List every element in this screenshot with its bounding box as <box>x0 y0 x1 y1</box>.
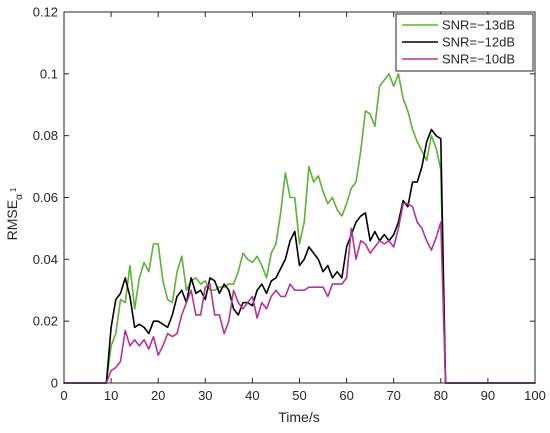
x-tick-label: 80 <box>434 388 448 403</box>
x-axis-label: Time/s <box>278 409 319 425</box>
x-tick-label: 100 <box>524 388 546 403</box>
plot-area <box>64 12 535 383</box>
x-tick-label: 10 <box>104 388 118 403</box>
x-tick-label: 90 <box>481 388 495 403</box>
y-tick-label: 0.08 <box>33 128 58 143</box>
y-axis-ticks: 0 0.02 0.04 0.06 0.08 0.1 0.12 <box>33 5 535 391</box>
x-axis-ticks: 0 10 20 30 40 50 60 70 80 90 100 <box>60 12 546 403</box>
y-tick-label: 0 <box>51 376 58 391</box>
y-tick-label: 0.06 <box>33 190 58 205</box>
x-tick-label: 40 <box>245 388 259 403</box>
y-axis-label-subscript2: 1 <box>9 187 18 192</box>
y-axis-label: RMSEα 1 <box>4 187 25 240</box>
x-tick-label: 70 <box>386 388 400 403</box>
x-tick-label: 60 <box>339 388 353 403</box>
y-tick-label: 0.02 <box>33 314 58 329</box>
y-axis-label-subscript: α <box>14 194 25 200</box>
y-tick-label: 0.1 <box>40 66 58 81</box>
legend-label: SNR=−12dB <box>442 35 515 50</box>
y-tick-label: 0.12 <box>33 5 58 20</box>
legend-label: SNR=−13dB <box>442 18 515 33</box>
x-tick-label: 0 <box>60 388 67 403</box>
y-tick-label: 0.04 <box>33 252 58 267</box>
y-axis-label-main: RMSE <box>4 200 20 240</box>
x-tick-label: 50 <box>292 388 306 403</box>
legend-label: SNR=−10dB <box>442 52 515 67</box>
legend: SNR=−13dB SNR=−12dB SNR=−10dB <box>395 13 534 72</box>
x-tick-label: 20 <box>151 388 165 403</box>
plot-background <box>64 12 535 383</box>
x-tick-label: 30 <box>198 388 212 403</box>
